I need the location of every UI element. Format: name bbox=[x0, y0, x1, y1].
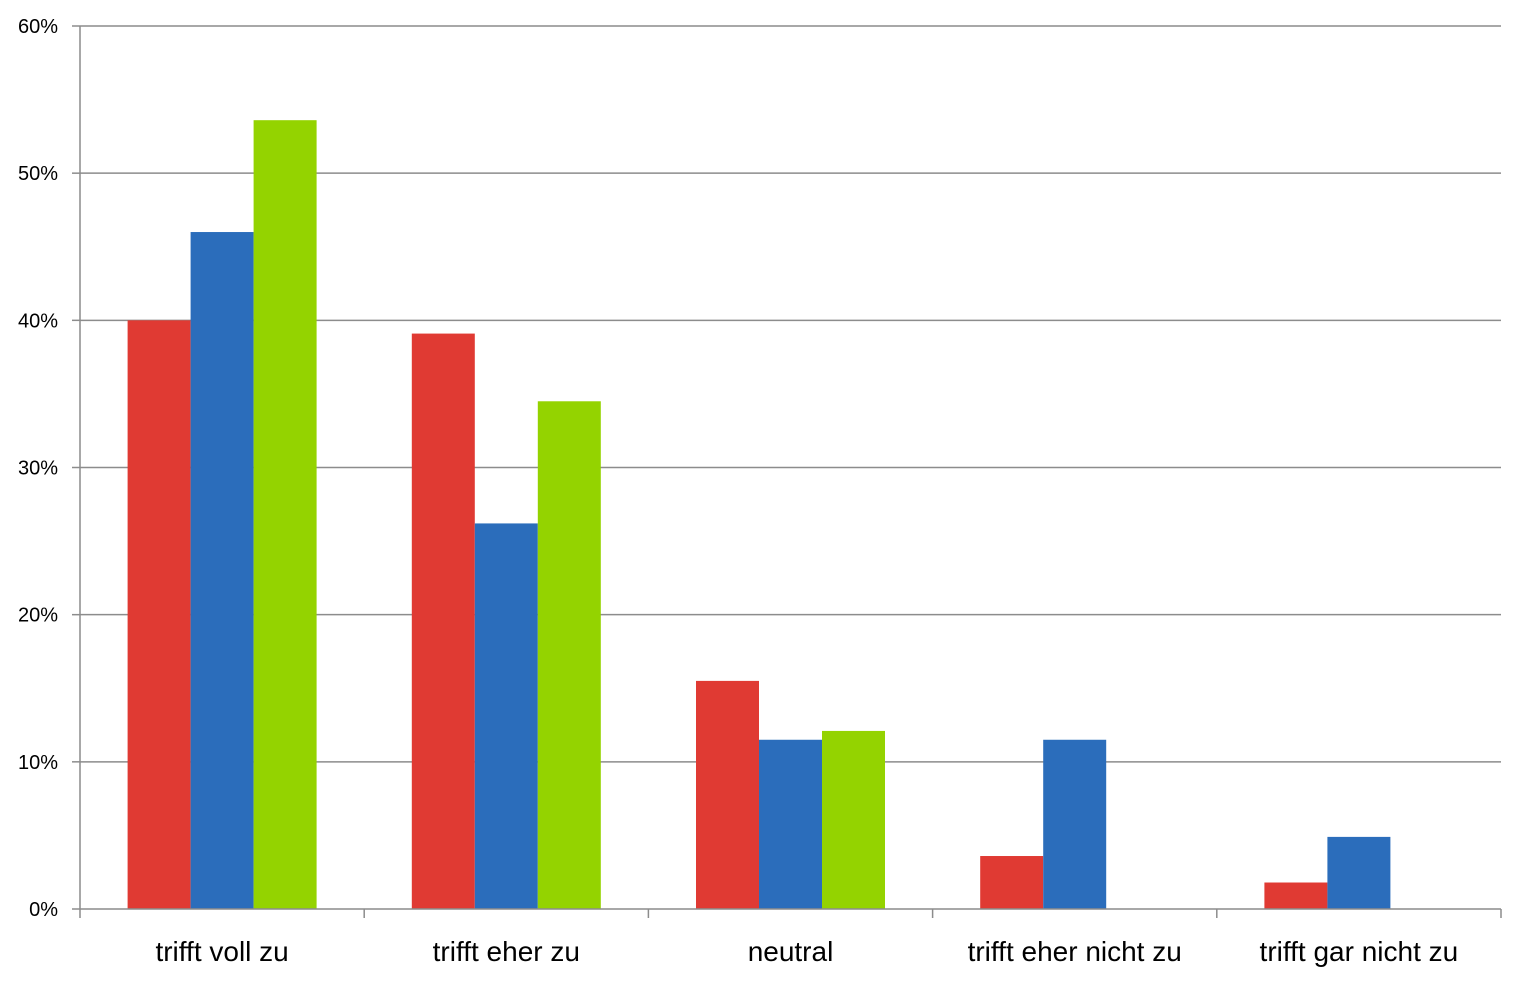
bar bbox=[190, 232, 254, 910]
x-category-label: trifft eher zu bbox=[433, 936, 580, 967]
bar bbox=[759, 739, 822, 909]
x-category-label: trifft gar nicht zu bbox=[1260, 936, 1459, 967]
bar bbox=[537, 401, 601, 909]
x-category-label: trifft voll zu bbox=[155, 936, 288, 967]
bar bbox=[822, 730, 885, 909]
y-axis-tick-labels: 0% 10% 20% 30% 40% 50% 60% bbox=[18, 16, 58, 921]
bars bbox=[127, 120, 1391, 910]
axes bbox=[72, 25, 1502, 918]
y-tick-label: 60% bbox=[18, 16, 58, 38]
y-tick-label: 0% bbox=[29, 899, 58, 921]
y-tick-label: 30% bbox=[18, 458, 58, 480]
bar bbox=[1043, 739, 1107, 909]
y-tick-label: 40% bbox=[18, 310, 58, 332]
bar bbox=[127, 320, 191, 909]
bar bbox=[1264, 882, 1328, 909]
bar bbox=[1327, 836, 1391, 909]
bar bbox=[474, 523, 538, 909]
bar bbox=[980, 856, 1044, 909]
x-category-label: neutral bbox=[748, 936, 834, 967]
bar bbox=[411, 333, 475, 909]
y-tick-label: 20% bbox=[18, 605, 58, 627]
y-tick-label: 10% bbox=[18, 752, 58, 774]
bar bbox=[696, 680, 759, 909]
y-tick-label: 50% bbox=[18, 163, 58, 185]
x-axis-category-labels: trifft voll zu trifft eher zu neutral triff… bbox=[155, 936, 1458, 967]
x-category-label: trifft eher nicht zu bbox=[968, 936, 1182, 967]
gridlines bbox=[80, 25, 1501, 763]
bar bbox=[253, 120, 317, 910]
